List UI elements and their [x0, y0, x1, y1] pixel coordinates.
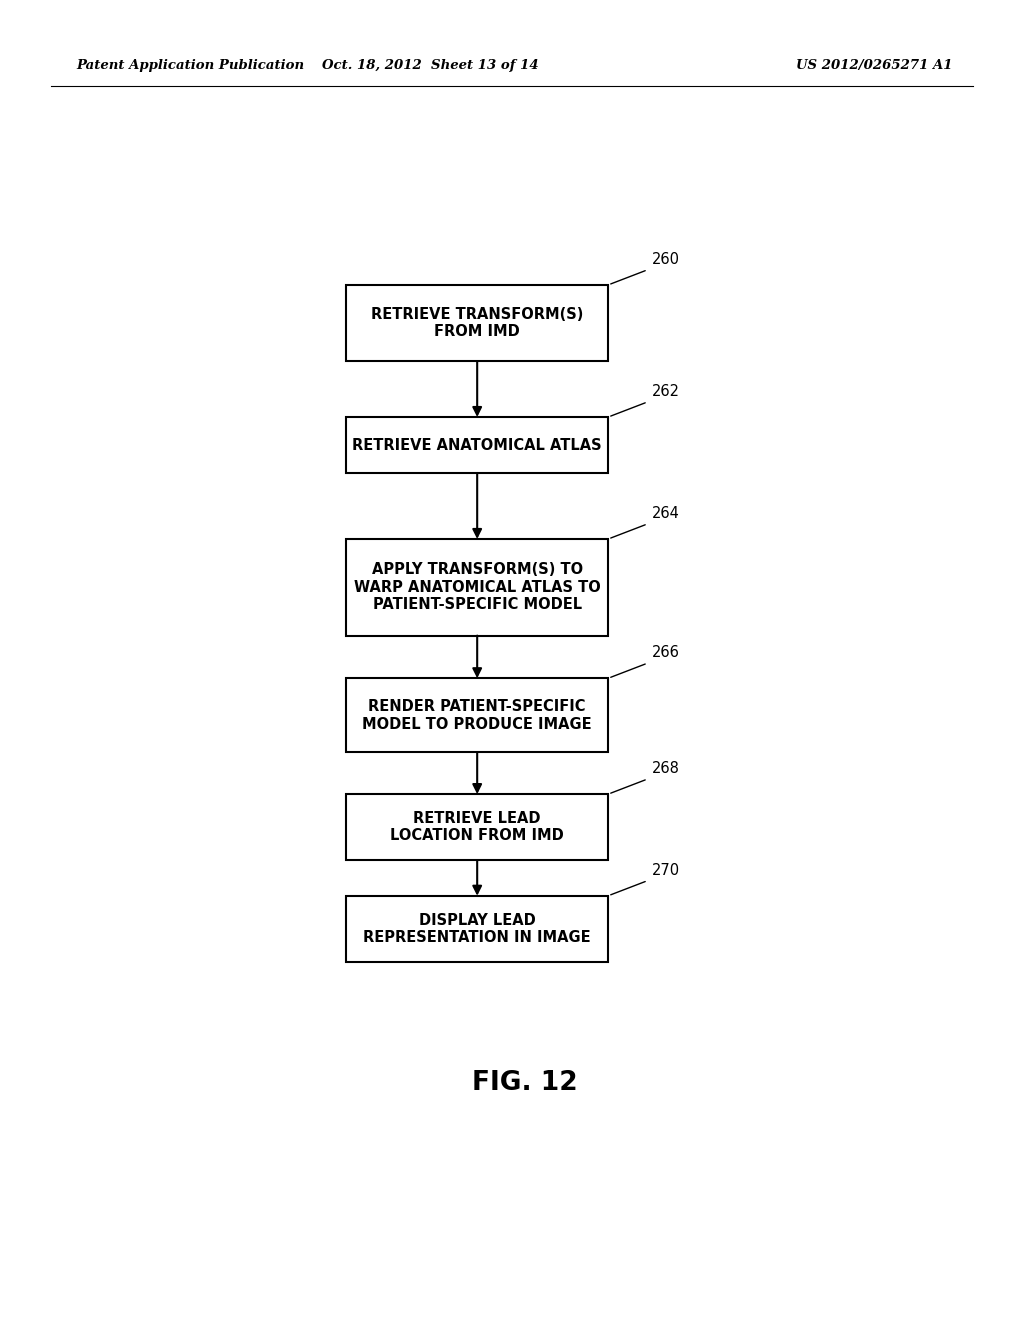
Text: 262: 262 — [652, 384, 680, 399]
Text: 260: 260 — [652, 252, 680, 267]
Text: FIG. 12: FIG. 12 — [472, 1071, 578, 1097]
Text: US 2012/0265271 A1: US 2012/0265271 A1 — [796, 59, 952, 73]
FancyBboxPatch shape — [346, 795, 608, 861]
FancyBboxPatch shape — [346, 678, 608, 752]
FancyBboxPatch shape — [346, 896, 608, 962]
FancyBboxPatch shape — [346, 539, 608, 636]
FancyBboxPatch shape — [346, 417, 608, 473]
FancyBboxPatch shape — [346, 285, 608, 362]
Text: 266: 266 — [652, 645, 680, 660]
Text: Patent Application Publication: Patent Application Publication — [77, 59, 305, 73]
Text: 264: 264 — [652, 506, 680, 521]
Text: 268: 268 — [652, 760, 680, 776]
Text: DISPLAY LEAD
REPRESENTATION IN IMAGE: DISPLAY LEAD REPRESENTATION IN IMAGE — [364, 912, 591, 945]
Text: 270: 270 — [652, 862, 680, 878]
Text: APPLY TRANSFORM(S) TO
WARP ANATOMICAL ATLAS TO
PATIENT-SPECIFIC MODEL: APPLY TRANSFORM(S) TO WARP ANATOMICAL AT… — [354, 562, 600, 612]
Text: RETRIEVE TRANSFORM(S)
FROM IMD: RETRIEVE TRANSFORM(S) FROM IMD — [371, 306, 584, 339]
Text: RENDER PATIENT-SPECIFIC
MODEL TO PRODUCE IMAGE: RENDER PATIENT-SPECIFIC MODEL TO PRODUCE… — [362, 700, 592, 731]
Text: RETRIEVE ANATOMICAL ATLAS: RETRIEVE ANATOMICAL ATLAS — [352, 437, 602, 453]
Text: Oct. 18, 2012  Sheet 13 of 14: Oct. 18, 2012 Sheet 13 of 14 — [322, 59, 539, 73]
Text: RETRIEVE LEAD
LOCATION FROM IMD: RETRIEVE LEAD LOCATION FROM IMD — [390, 810, 564, 843]
